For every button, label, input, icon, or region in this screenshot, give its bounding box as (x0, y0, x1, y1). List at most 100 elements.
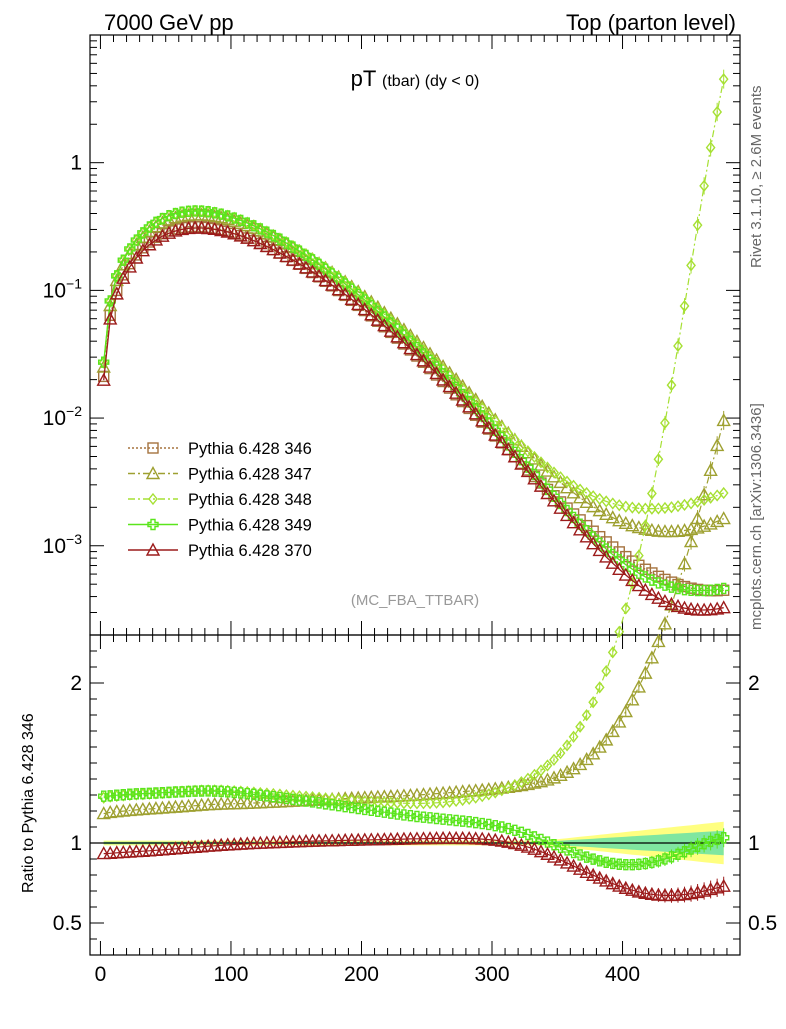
series-4-ratio-point (559, 855, 575, 869)
series-3-ratio-point (600, 856, 612, 869)
series-1-ratio-point (585, 746, 601, 760)
series-3-ratio-point (313, 797, 325, 809)
series-3-ratio-point (404, 810, 417, 822)
ratio-x-tick-label: 0 (95, 963, 107, 986)
header-right: Top (parton level) (566, 10, 736, 35)
mcplots-label: mcplots.cern.ch [arXiv:1306.3436] (748, 403, 765, 630)
series-4-point (455, 392, 470, 406)
series-4-point (540, 486, 555, 500)
series-3-ratio-point (469, 816, 482, 829)
series-4-point (396, 335, 412, 349)
series-1-point (612, 513, 627, 527)
series-3-point (130, 234, 143, 246)
series-2-ratio-point (666, 378, 677, 392)
ratio-x-tick-label: 200 (344, 963, 379, 986)
series-4-ratio-point (481, 832, 496, 846)
series-4-point (103, 311, 118, 325)
series-4-ratio-point (625, 882, 640, 896)
series-2-point (575, 483, 586, 496)
series-2-point (614, 499, 625, 512)
legend-marker-3 (147, 518, 159, 531)
series-3-ratio-point (241, 787, 253, 800)
series-1-ratio-point (592, 739, 607, 753)
series-1-ratio-point (566, 761, 581, 775)
series-4-point (475, 413, 490, 427)
series-3-point (124, 243, 136, 255)
series-0-line (103, 225, 724, 592)
legend-marker-0 (147, 442, 159, 454)
series-1-ratio-point (553, 767, 568, 782)
series-2-ratio-point (705, 141, 716, 154)
series-4-point (533, 478, 549, 492)
series-4-point (605, 555, 620, 569)
series-4-point (488, 427, 503, 441)
series-1-point (644, 522, 660, 537)
series-4-ratio-point (612, 878, 627, 892)
series-4-point (585, 536, 601, 550)
series-4-ratio-point (579, 864, 594, 878)
series-4-point (481, 420, 496, 434)
series-4-point (416, 353, 431, 367)
series-4-point (377, 318, 392, 332)
series-3-ratio-point (326, 799, 338, 811)
series-1-point (709, 513, 725, 528)
series-2-ratio-point (333, 793, 344, 806)
series-2-ratio-point (607, 646, 618, 659)
series-3-ratio-point (365, 804, 377, 817)
series-4-point (207, 221, 222, 236)
series-3-ratio-point (483, 818, 495, 831)
series-4-point (266, 242, 281, 256)
series-3-ratio-point (280, 792, 293, 805)
legend-marker-2 (148, 492, 158, 506)
legend-label-0: Pythia 6.428 346 (188, 440, 312, 458)
series-3-point (143, 221, 156, 233)
series-2-point (581, 486, 592, 500)
legend-label-1: Pythia 6.428 347 (188, 466, 312, 484)
series-4-point (253, 236, 268, 250)
series-1-point (116, 257, 131, 271)
series-0-point (430, 369, 443, 381)
series-4-point (572, 522, 588, 536)
series-4-point (631, 578, 647, 592)
series-1-point (96, 359, 111, 373)
series-4-ratio-point (644, 886, 660, 901)
series-3-ratio-point (359, 803, 371, 816)
series-4-point (390, 329, 405, 343)
series-4-point (233, 228, 248, 242)
series-3-ratio-point (496, 821, 508, 833)
series-4-point (468, 406, 483, 420)
series-2-ratio-point (562, 739, 572, 752)
series-3-ratio-point (345, 801, 358, 814)
ratio-y-tick-label: 2 (70, 672, 82, 695)
series-2-ratio-point (627, 577, 638, 590)
series-2-ratio-point (509, 779, 520, 792)
series-1-ratio-point (651, 633, 666, 648)
series-4-ratio-point (514, 837, 529, 851)
series-2-point (568, 479, 579, 492)
plot-title: pT (tbar) (dy < 0) (351, 66, 480, 91)
series-4-point (664, 596, 679, 610)
series-1-ratio-point (638, 665, 653, 679)
series-2-point (562, 475, 572, 488)
series-4-point (155, 228, 170, 242)
series-1-ratio-point (677, 556, 692, 570)
series-4-point (546, 493, 562, 507)
series-3-ratio-point (248, 788, 260, 801)
series-4-point (520, 463, 536, 478)
series-3-ratio-point (267, 791, 280, 803)
series-4-ratio-point (501, 834, 516, 848)
series-4-point (344, 291, 359, 306)
series-4-point (148, 232, 164, 246)
series-4-point (422, 359, 438, 373)
series-1-point (540, 463, 555, 477)
series-2-ratio-point (686, 259, 696, 272)
series-4-point (435, 372, 451, 386)
series-3-ratio-point (717, 832, 730, 844)
series-3-ratio-point (593, 855, 606, 867)
series-2-ratio-point (620, 602, 631, 615)
series-4-point (599, 549, 614, 563)
series-4-ratio-point (618, 880, 633, 894)
series-3-point (717, 582, 730, 595)
series-0-point (450, 389, 462, 401)
